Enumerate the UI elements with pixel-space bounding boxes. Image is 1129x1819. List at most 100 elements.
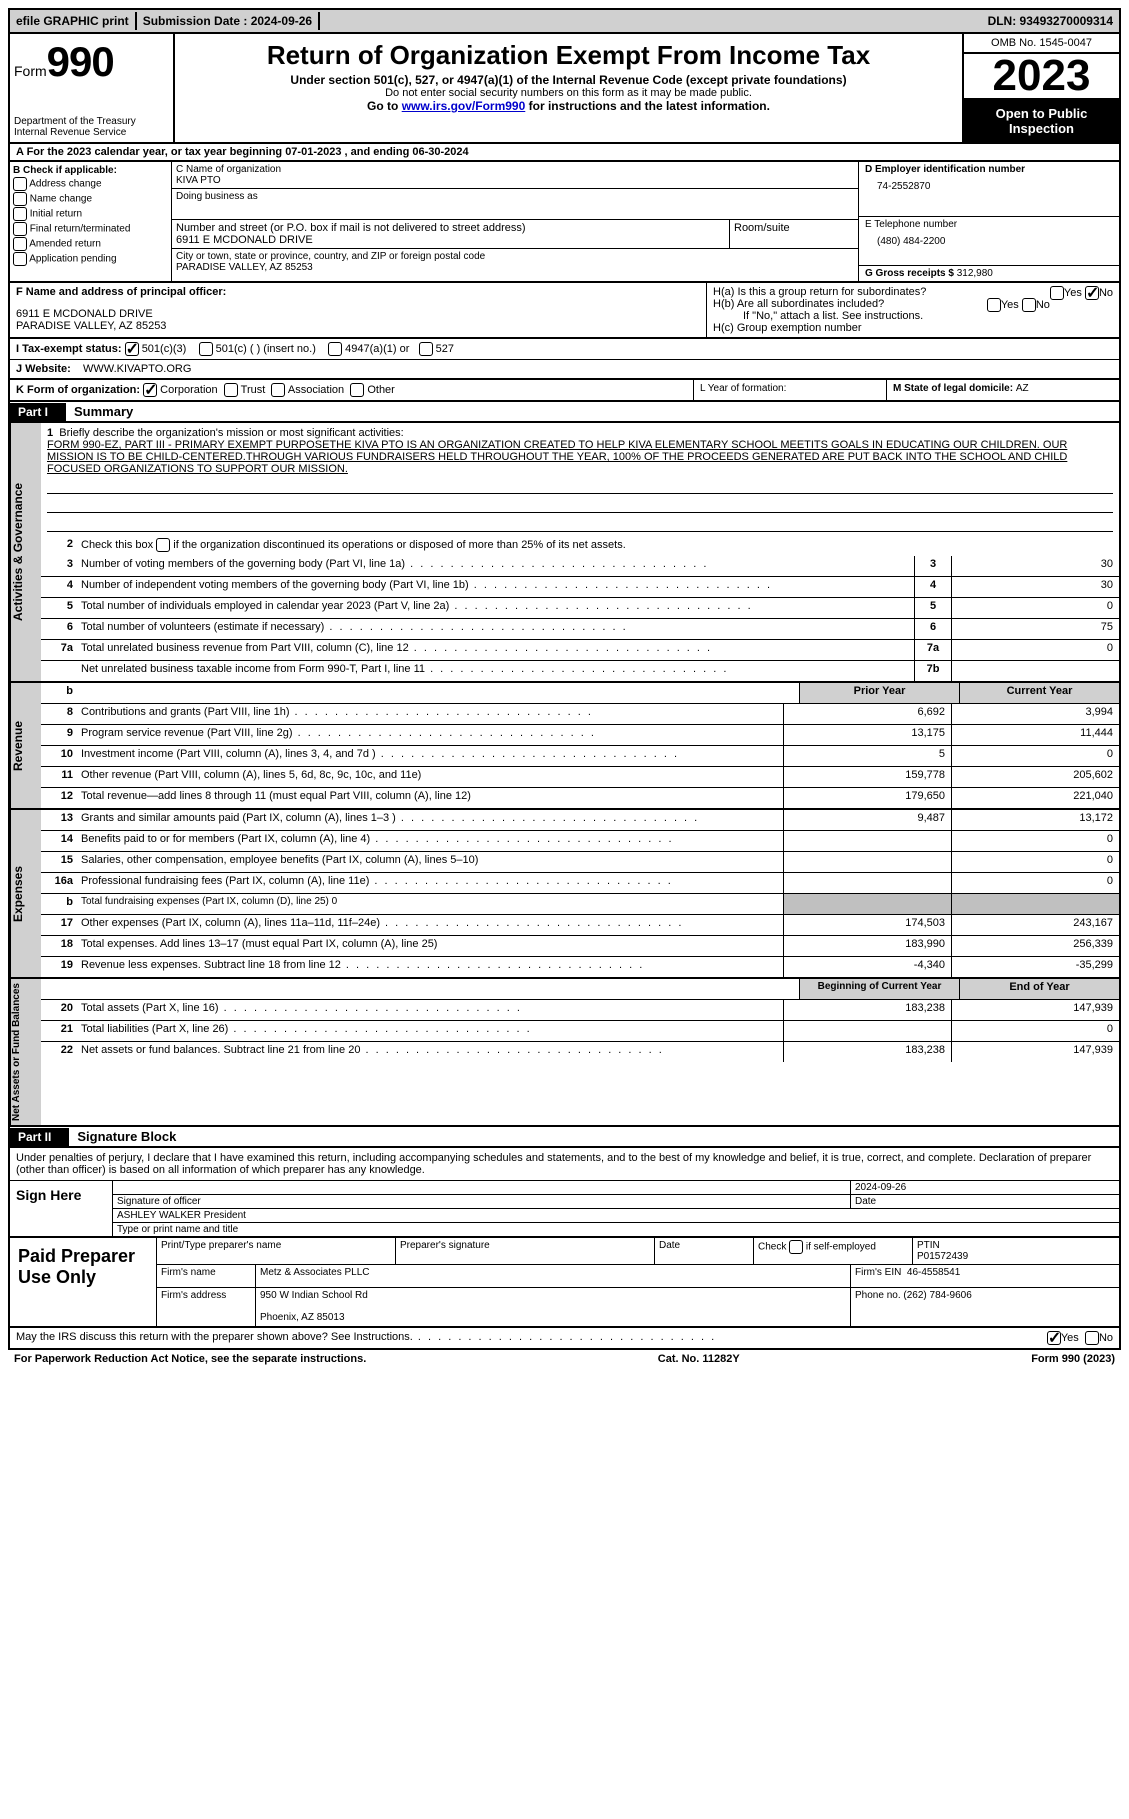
form-footer-post: (2023)	[1080, 1353, 1115, 1365]
prep-h1: Print/Type preparer's name	[157, 1238, 396, 1264]
form-prefix: Form	[14, 63, 47, 79]
l16a-cy: 0	[951, 873, 1119, 893]
mission-block: 1 Briefly describe the organization's mi…	[41, 423, 1119, 536]
sig-officer-name: ASHLEY WALKER President	[113, 1209, 1119, 1222]
l16a-py	[783, 873, 951, 893]
501c-checkbox[interactable]	[199, 342, 213, 356]
firm-phone-label: Phone no.	[855, 1290, 901, 1301]
phone-cell: E Telephone number (480) 484-2200	[859, 217, 1119, 266]
prep-addr-line: Firm's address 950 W Indian School Rd Ph…	[157, 1288, 1119, 1326]
l12-desc: Total revenue—add lines 8 through 11 (mu…	[77, 788, 783, 808]
l9-num: 9	[41, 725, 77, 745]
l16b-py	[783, 894, 951, 914]
l4-val: 30	[951, 577, 1119, 597]
firm-name: Metz & Associates PLLC	[256, 1265, 851, 1287]
line-13: 13 Grants and similar amounts paid (Part…	[41, 810, 1119, 831]
l9-cy: 11,444	[951, 725, 1119, 745]
ag-body: 1 Briefly describe the organization's mi…	[41, 423, 1119, 681]
527-checkbox[interactable]	[419, 342, 433, 356]
line-16a: 16a Professional fundraising fees (Part …	[41, 873, 1119, 894]
city-cell: City or town, state or province, country…	[172, 249, 858, 275]
form-footer: Form 990 (2023)	[1031, 1353, 1115, 1365]
paperwork-notice: For Paperwork Reduction Act Notice, see …	[14, 1353, 366, 1365]
hb-yes-checkbox[interactable]	[987, 298, 1001, 312]
goto-pre: Go to	[367, 99, 402, 113]
street-row: Number and street (or P.O. box if mail i…	[172, 220, 858, 249]
opt-amended-return[interactable]: Amended return	[13, 237, 168, 251]
state-domicile: M State of legal domicile: AZ	[887, 380, 1119, 400]
corp-checkbox[interactable]	[143, 383, 157, 397]
hb-no-checkbox[interactable]	[1022, 298, 1036, 312]
sig-date-line: 2024-09-26	[113, 1181, 1119, 1195]
org-name-label: C Name of organization	[176, 164, 854, 175]
line-6: 6 Total number of volunteers (estimate i…	[41, 619, 1119, 640]
header-right: OMB No. 1545-0047 2023 Open to Public In…	[964, 34, 1119, 142]
ha-yes-checkbox[interactable]	[1050, 286, 1064, 300]
yes-label-2: Yes	[1001, 299, 1019, 311]
discuss-no-checkbox[interactable]	[1085, 1331, 1099, 1345]
street-value: 6911 E MCDONALD DRIVE	[176, 234, 725, 246]
l13-py: 9,487	[783, 810, 951, 830]
l7a-desc: Total unrelated business revenue from Pa…	[77, 640, 914, 660]
opt-final-return[interactable]: Final return/terminated	[13, 222, 168, 236]
sig-date: 2024-09-26	[851, 1181, 1119, 1194]
officer-label: F Name and address of principal officer:	[16, 286, 700, 298]
line-9: 9 Program service revenue (Part VIII, li…	[41, 725, 1119, 746]
year-formation: L Year of formation:	[694, 380, 887, 400]
l18-desc: Total expenses. Add lines 13–17 (must eq…	[77, 936, 783, 956]
other-label: Other	[367, 384, 395, 396]
ptin-value: P01572439	[917, 1251, 968, 1262]
row-k-label: K Form of organization:	[16, 384, 140, 396]
yes-label: Yes	[1064, 287, 1082, 299]
l17-py: 174,503	[783, 915, 951, 935]
l20-num: 20	[41, 1000, 77, 1020]
l20-py: 183,238	[783, 1000, 951, 1020]
part-i-row: Part I Summary	[8, 402, 1121, 423]
street-label: Number and street (or P.O. box if mail i…	[176, 222, 725, 234]
l17-desc: Other expenses (Part IX, column (A), lin…	[77, 915, 783, 935]
opt-initial-return[interactable]: Initial return	[13, 207, 168, 221]
section-h: H(a) Is this a group return for subordin…	[707, 283, 1119, 337]
l7b-box: 7b	[914, 661, 951, 681]
l11-cy: 205,602	[951, 767, 1119, 787]
l5-val: 0	[951, 598, 1119, 618]
sign-here-right: 2024-09-26 Signature of officer Date ASH…	[113, 1181, 1119, 1236]
l17-num: 17	[41, 915, 77, 935]
line-21: 21 Total liabilities (Part X, line 26) 0	[41, 1021, 1119, 1042]
line2-checkbox[interactable]	[156, 538, 170, 552]
trust-checkbox[interactable]	[224, 383, 238, 397]
row-a-calendar-year: A For the 2023 calendar year, or tax yea…	[8, 144, 1121, 162]
side-expenses: Expenses	[10, 810, 41, 977]
no-label: No	[1099, 287, 1113, 299]
opt-name-change[interactable]: Name change	[13, 192, 168, 206]
column-d: D Employer identification number 74-2552…	[859, 162, 1119, 281]
na-hdr-blank	[41, 979, 77, 999]
open-inspection: Open to Public Inspection	[964, 100, 1119, 142]
mission-label: Briefly describe the organization's miss…	[59, 427, 403, 439]
firm-addr: 950 W Indian School Rd Phoenix, AZ 85013	[256, 1288, 851, 1326]
l5-num: 5	[41, 598, 77, 618]
form-subtitle: Under section 501(c), 527, or 4947(a)(1)…	[179, 73, 958, 87]
spacer	[320, 19, 981, 23]
opt-application-pending[interactable]: Application pending	[13, 252, 168, 266]
501c3-checkbox[interactable]	[125, 342, 139, 356]
activities-governance-table: Activities & Governance 1 Briefly descri…	[8, 423, 1121, 683]
side-net-assets: Net Assets or Fund Balances	[10, 979, 41, 1125]
self-employed-checkbox[interactable]	[789, 1240, 803, 1254]
ssn-note: Do not enter social security numbers on …	[179, 87, 958, 99]
line-7a: 7a Total unrelated business revenue from…	[41, 640, 1119, 661]
l8-desc: Contributions and grants (Part VIII, lin…	[77, 704, 783, 724]
l22-num: 22	[41, 1042, 77, 1062]
opt-address-change[interactable]: Address change	[13, 177, 168, 191]
ein-label: D Employer identification number	[865, 164, 1113, 175]
ha-no-checkbox[interactable]	[1085, 286, 1099, 300]
form-footer-bold: 990	[1062, 1353, 1080, 1365]
l3-box: 3	[914, 556, 951, 576]
assoc-checkbox[interactable]	[271, 383, 285, 397]
prep-header-line: Print/Type preparer's name Preparer's si…	[157, 1238, 1119, 1265]
other-checkbox[interactable]	[350, 383, 364, 397]
firm-addr2: Phoenix, AZ 85013	[260, 1312, 345, 1323]
discuss-yes-checkbox[interactable]	[1047, 1331, 1061, 1345]
4947-checkbox[interactable]	[328, 342, 342, 356]
irs-link[interactable]: www.irs.gov/Form990	[402, 99, 526, 113]
